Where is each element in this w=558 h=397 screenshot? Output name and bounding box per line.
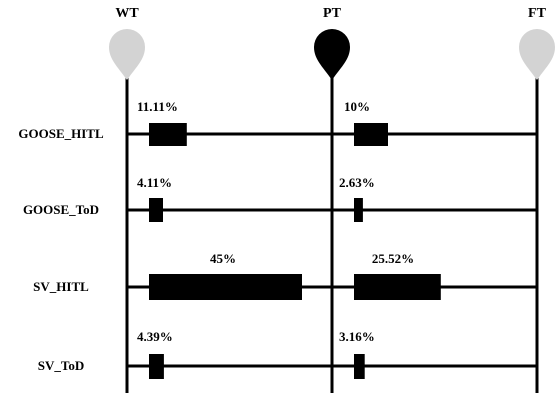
pct-goose-hitl-before: 11.11% — [137, 99, 178, 114]
row-label-goose-tod: GOOSE_ToD — [23, 202, 99, 217]
pct-goose-tod-after: 2.63% — [339, 175, 375, 190]
bar-sv-hitl-before — [149, 274, 302, 300]
marker-label-wt: WT — [115, 6, 139, 21]
row-label-goose-hitl: GOOSE_HITL — [18, 126, 104, 141]
pct-sv-hitl-after: 25.52% — [372, 251, 414, 266]
bar-sv-hitl-after — [354, 274, 441, 300]
pct-sv-hitl-before: 45% — [210, 251, 236, 266]
marker-label-ft: FT — [528, 6, 547, 21]
bar-goose-tod-before — [149, 198, 163, 222]
marker-label-pt: PT — [323, 6, 342, 21]
bar-sv-tod-after — [354, 354, 365, 379]
row-label-sv-hitl: SV_HITL — [33, 279, 89, 294]
pt-pin-icon — [314, 29, 350, 80]
pct-sv-tod-before: 4.39% — [137, 329, 173, 344]
bar-goose-tod-after — [354, 198, 363, 222]
row-label-sv-tod: SV_ToD — [38, 358, 84, 373]
ft-pin-icon — [519, 29, 555, 80]
pct-sv-tod-after: 3.16% — [339, 329, 375, 344]
wt-pin-icon — [108, 28, 146, 80]
bar-goose-hitl-before — [149, 123, 187, 146]
bar-sv-tod-before — [149, 354, 164, 379]
bar-goose-hitl-after — [354, 123, 388, 146]
pct-goose-hitl-after: 10% — [344, 99, 370, 114]
pct-goose-tod-before: 4.11% — [137, 175, 172, 190]
